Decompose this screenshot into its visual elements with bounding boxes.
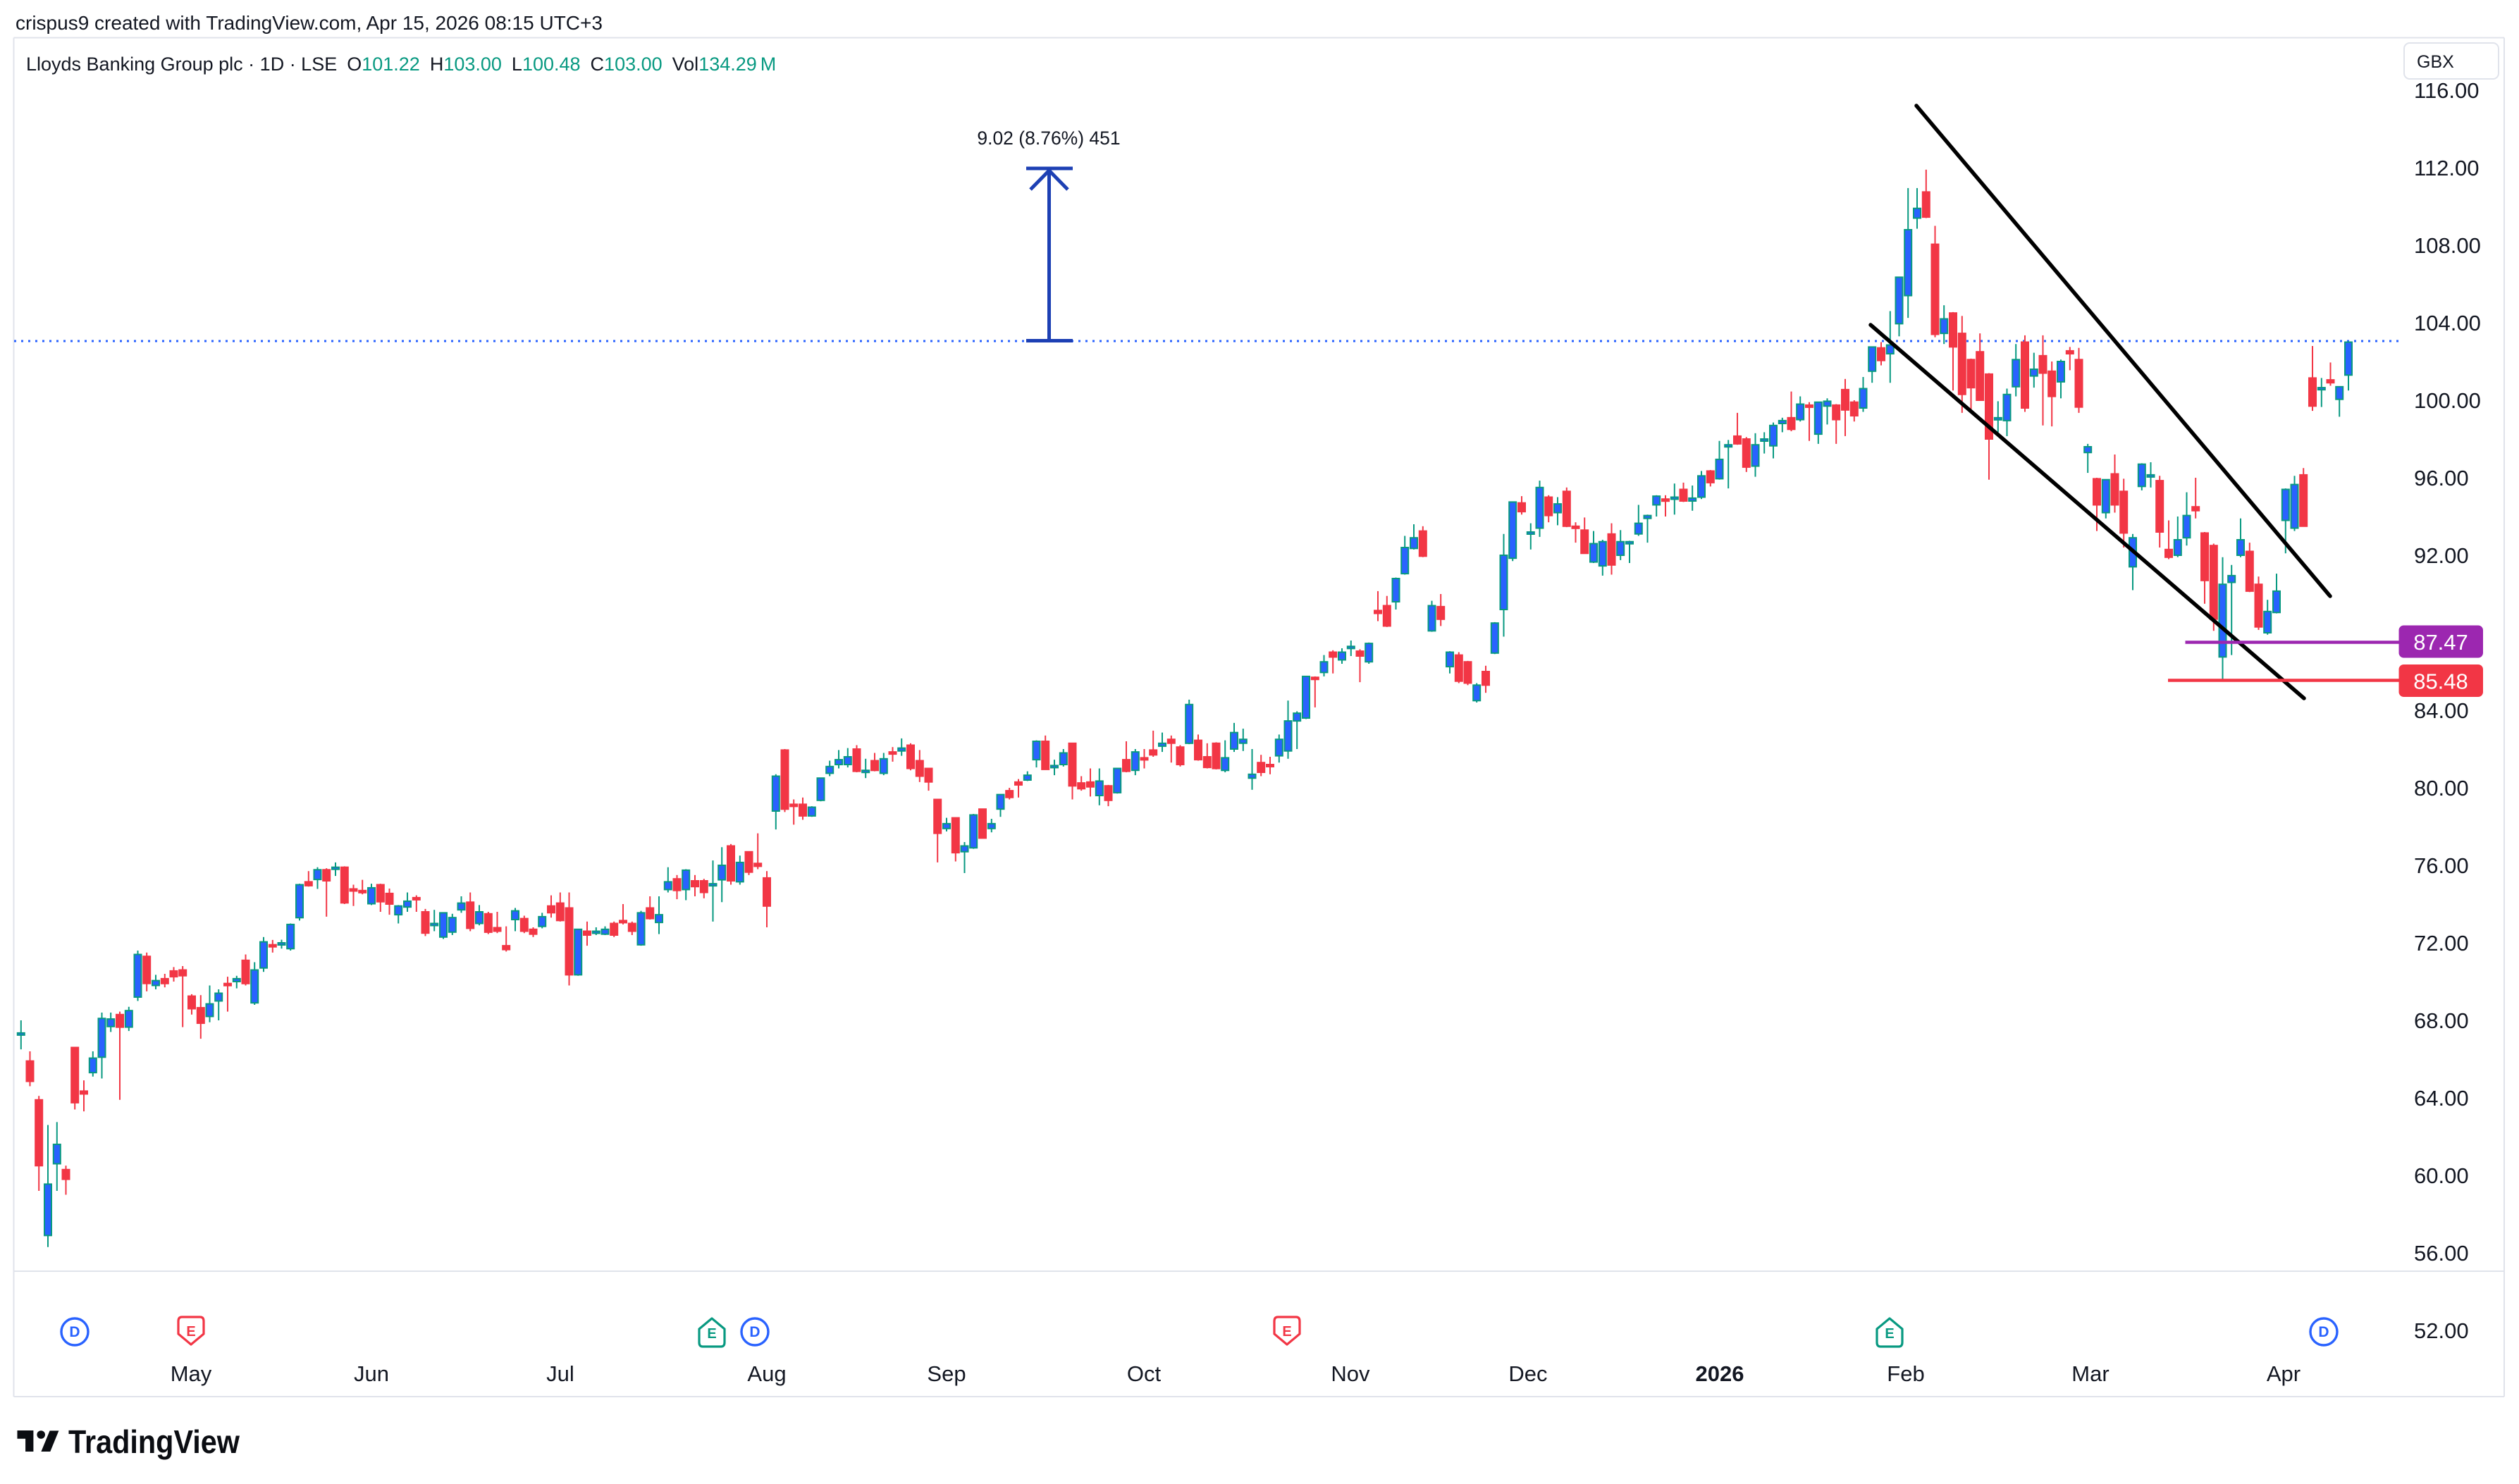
svg-text:D: D — [749, 1324, 760, 1340]
svg-text:72.00: 72.00 — [2414, 931, 2469, 956]
svg-text:108.00: 108.00 — [2414, 233, 2481, 258]
svg-text:92.00: 92.00 — [2414, 543, 2469, 568]
svg-text:crispus9 created with TradingV: crispus9 created with TradingView.com, A… — [16, 12, 603, 34]
svg-text:D: D — [2318, 1324, 2329, 1340]
svg-text:Aug: Aug — [747, 1361, 786, 1386]
svg-text:Oct: Oct — [1127, 1361, 1162, 1386]
svg-text:Dec: Dec — [1508, 1361, 1547, 1386]
svg-text:Sep: Sep — [927, 1361, 966, 1386]
svg-text:E: E — [1885, 1326, 1894, 1342]
svg-text:Apr: Apr — [2267, 1361, 2301, 1386]
svg-text:96.00: 96.00 — [2414, 466, 2469, 490]
svg-text:2026: 2026 — [1696, 1361, 1744, 1386]
svg-text:Feb: Feb — [1887, 1361, 1924, 1386]
svg-text:D: D — [69, 1324, 80, 1340]
svg-text:Jul: Jul — [546, 1361, 574, 1386]
svg-text:116.00: 116.00 — [2414, 78, 2480, 103]
svg-text:GBX: GBX — [2417, 52, 2454, 72]
svg-text:E: E — [707, 1326, 716, 1342]
svg-text:104.00: 104.00 — [2414, 311, 2481, 335]
svg-text:9.02 (8.76%) 451: 9.02 (8.76%) 451 — [977, 128, 1120, 149]
svg-text:60.00: 60.00 — [2414, 1163, 2469, 1188]
svg-text:112.00: 112.00 — [2414, 156, 2480, 180]
svg-text:TradingView: TradingView — [68, 1423, 240, 1460]
svg-text:E: E — [186, 1324, 195, 1340]
svg-text:Lloyds Banking Group plc · 1D: Lloyds Banking Group plc · 1D · LSE O101.… — [26, 54, 776, 75]
svg-text:85.48: 85.48 — [2413, 669, 2468, 694]
svg-text:100.00: 100.00 — [2414, 388, 2481, 413]
svg-text:Nov: Nov — [1331, 1361, 1370, 1386]
svg-text:May: May — [171, 1361, 212, 1386]
svg-text:68.00: 68.00 — [2414, 1008, 2469, 1033]
svg-text:84.00: 84.00 — [2414, 698, 2469, 723]
svg-text:56.00: 56.00 — [2414, 1241, 2469, 1266]
svg-text:52.00: 52.00 — [2414, 1318, 2469, 1343]
svg-text:80.00: 80.00 — [2414, 776, 2469, 800]
svg-text:Mar: Mar — [2071, 1361, 2109, 1386]
svg-text:Jun: Jun — [354, 1361, 389, 1386]
svg-text:87.47: 87.47 — [2413, 630, 2468, 655]
svg-text:76.00: 76.00 — [2414, 853, 2469, 878]
svg-text:E: E — [1282, 1324, 1291, 1340]
svg-text:64.00: 64.00 — [2414, 1086, 2469, 1111]
